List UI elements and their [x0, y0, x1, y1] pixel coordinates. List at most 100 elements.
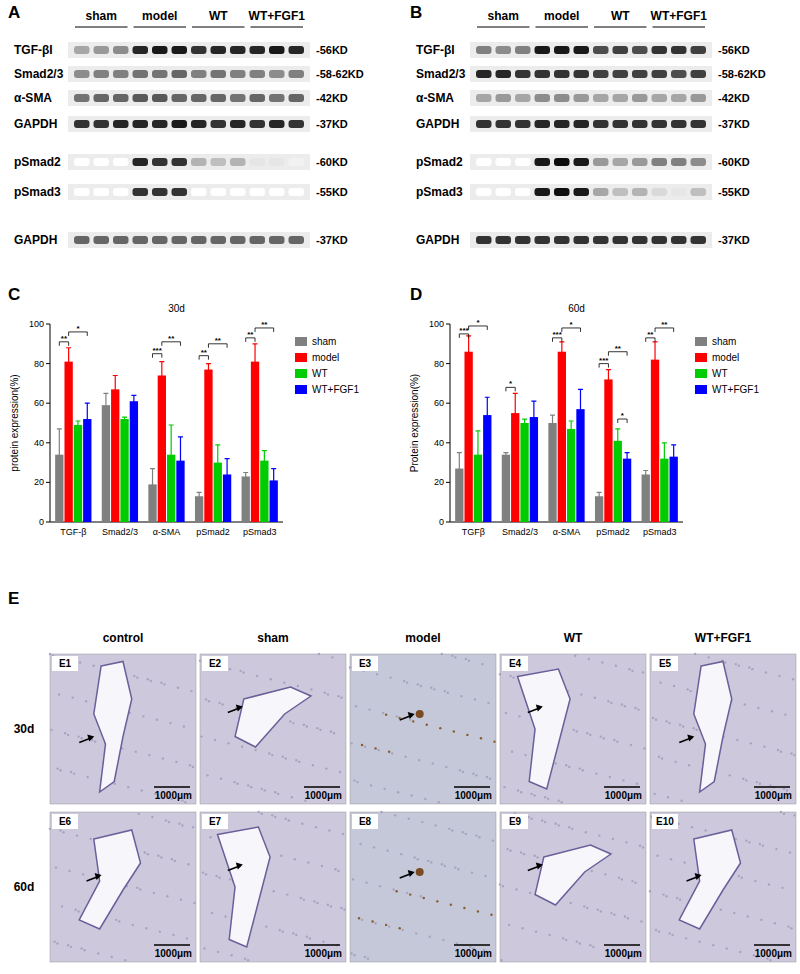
group-underline [536, 27, 589, 28]
tissue-speckle [337, 870, 339, 872]
scale-bar-label: 1000μm [305, 948, 342, 959]
tissue-speckle [481, 663, 483, 665]
row-label: Smad2/3 [416, 67, 466, 81]
tissue-speckle [291, 796, 293, 798]
tissue-speckle [241, 745, 243, 747]
error-bar [662, 443, 667, 475]
tissue-speckle [595, 772, 597, 774]
tissue-speckle [295, 759, 297, 761]
bar [558, 352, 566, 522]
band [613, 46, 629, 54]
band [554, 236, 570, 244]
tissue-speckle [674, 761, 676, 763]
tissue-speckle [530, 793, 532, 795]
band [632, 120, 648, 128]
group-underline [134, 27, 187, 28]
band [652, 46, 668, 54]
band [172, 188, 188, 196]
x-tick-label: TGFβ [462, 527, 485, 537]
band [613, 158, 629, 166]
tissue-speckle [271, 814, 273, 816]
tissue-speckle [418, 759, 420, 761]
band [250, 188, 266, 196]
tissue-speckle [512, 676, 514, 678]
row-label: Smad2/3 [14, 67, 64, 81]
tissue-speckle [790, 927, 792, 929]
tissue-speckle [261, 788, 263, 790]
size-label: -37KD [718, 234, 750, 246]
micrograph: E71000μm [200, 811, 346, 962]
band [691, 46, 707, 54]
tissue-speckle [401, 929, 403, 931]
band [593, 70, 609, 78]
panel-id-box [652, 656, 678, 671]
tissue-speckle [156, 719, 158, 721]
tissue-speckle [358, 917, 360, 919]
band [211, 94, 227, 102]
tissue-speckle [171, 858, 173, 860]
tissue-speckle [680, 799, 682, 801]
tissue-speckle [454, 656, 456, 658]
error-bar [159, 362, 164, 390]
tissue-speckle [388, 925, 390, 927]
tissue-speckle [789, 851, 791, 853]
band [113, 236, 129, 244]
tissue-speckle [342, 833, 344, 835]
panel-id-box [52, 814, 78, 829]
tissue-speckle [356, 781, 358, 783]
tissue-speckle [689, 690, 691, 692]
legend-label: model [712, 352, 739, 363]
tissue-speckle [80, 737, 82, 739]
tissue-speckle [397, 791, 399, 793]
band [613, 120, 629, 128]
band [269, 46, 285, 54]
band [94, 188, 110, 196]
band [593, 188, 609, 196]
tissue-speckle [118, 920, 120, 922]
micrograph: E101000μm [649, 811, 796, 962]
tissue-speckle [704, 829, 706, 831]
legend-swatch [295, 369, 307, 378]
tissue-speckle [729, 774, 731, 776]
band [554, 94, 570, 102]
band [476, 94, 492, 102]
tissue-speckle [385, 924, 387, 926]
tissue-speckle [373, 846, 375, 848]
scale-bar [154, 786, 190, 788]
band [671, 188, 687, 196]
tissue-speckle [218, 702, 220, 704]
tissue-speckle [423, 897, 425, 899]
tissue-speckle [297, 685, 299, 687]
y-tick-label: 100 [29, 319, 44, 329]
bar [251, 362, 259, 522]
tissue-speckle [622, 779, 624, 781]
y-tick [46, 482, 50, 483]
band [230, 46, 246, 54]
row-label: TGF-βI [416, 43, 455, 57]
significance-label: ** [247, 330, 254, 339]
band [94, 236, 110, 244]
error-bar [503, 453, 508, 457]
tissue-speckle [211, 912, 213, 914]
band [496, 70, 512, 78]
band [269, 188, 285, 196]
lumen [535, 845, 611, 905]
tissue-speckle [256, 675, 258, 677]
band [113, 188, 129, 196]
lumen [218, 827, 271, 947]
band [632, 70, 648, 78]
size-label: -56KD [718, 44, 750, 56]
tissue-speckle [58, 693, 60, 695]
band [211, 70, 227, 78]
legend-swatch [695, 353, 707, 362]
tissue-speckle [736, 739, 738, 741]
scale-bar [604, 944, 640, 946]
error-bar [513, 393, 518, 433]
tissue-speckle [441, 863, 443, 865]
tissue-speckle [114, 783, 116, 785]
tissue-speckle [380, 811, 382, 813]
tissue-speckle [349, 666, 351, 668]
bar [464, 352, 472, 522]
band [574, 70, 590, 78]
membrane-strip [470, 154, 712, 170]
